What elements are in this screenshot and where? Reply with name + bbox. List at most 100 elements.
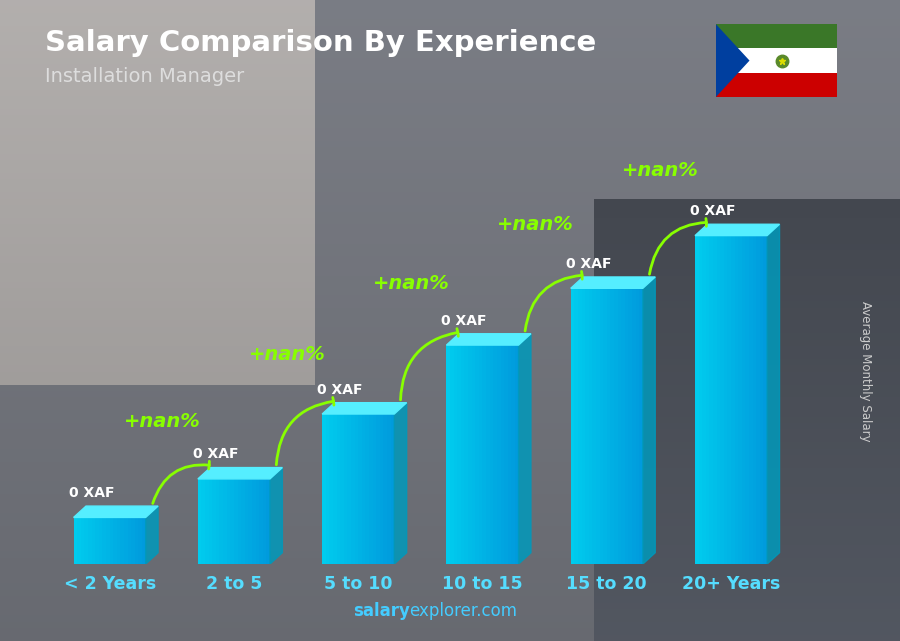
Bar bbox=[380, 414, 383, 564]
Bar bbox=[603, 288, 607, 564]
Bar bbox=[259, 479, 263, 564]
Bar bbox=[571, 288, 574, 564]
Bar bbox=[223, 479, 227, 564]
Bar bbox=[256, 479, 259, 564]
Bar bbox=[621, 288, 625, 564]
Bar bbox=[355, 414, 358, 564]
Bar bbox=[227, 479, 230, 564]
Bar bbox=[387, 414, 391, 564]
Bar bbox=[716, 48, 837, 73]
Bar bbox=[589, 288, 592, 564]
Bar bbox=[347, 414, 351, 564]
Bar bbox=[121, 517, 124, 564]
Bar bbox=[322, 414, 326, 564]
Bar bbox=[504, 345, 508, 564]
Bar bbox=[734, 236, 739, 564]
Bar bbox=[446, 345, 450, 564]
Polygon shape bbox=[643, 277, 655, 564]
Bar bbox=[574, 288, 578, 564]
Bar bbox=[702, 236, 706, 564]
Bar bbox=[113, 517, 117, 564]
Bar bbox=[490, 345, 493, 564]
Bar bbox=[585, 288, 589, 564]
Bar bbox=[99, 517, 103, 564]
Bar bbox=[482, 345, 486, 564]
Bar bbox=[625, 288, 628, 564]
Bar bbox=[454, 345, 457, 564]
Text: 0 XAF: 0 XAF bbox=[442, 313, 487, 328]
Bar bbox=[124, 517, 128, 564]
Bar bbox=[695, 236, 699, 564]
Bar bbox=[198, 479, 202, 564]
Bar bbox=[493, 345, 497, 564]
Polygon shape bbox=[446, 334, 531, 345]
Bar bbox=[376, 414, 380, 564]
Polygon shape bbox=[198, 467, 283, 479]
Bar bbox=[142, 517, 146, 564]
Text: +nan%: +nan% bbox=[124, 412, 201, 431]
Bar bbox=[95, 517, 99, 564]
Text: Installation Manager: Installation Manager bbox=[45, 67, 244, 87]
Bar bbox=[209, 479, 212, 564]
Text: 0 XAF: 0 XAF bbox=[68, 486, 114, 500]
Bar bbox=[344, 414, 347, 564]
Bar bbox=[329, 414, 333, 564]
Bar bbox=[92, 517, 95, 564]
Bar bbox=[383, 414, 387, 564]
Text: +nan%: +nan% bbox=[373, 274, 450, 293]
Bar bbox=[131, 517, 135, 564]
Bar bbox=[635, 288, 640, 564]
Text: +nan%: +nan% bbox=[497, 215, 574, 235]
Polygon shape bbox=[146, 506, 158, 564]
Bar bbox=[508, 345, 511, 564]
Text: +nan%: +nan% bbox=[248, 345, 326, 364]
Bar bbox=[749, 236, 753, 564]
Polygon shape bbox=[767, 224, 779, 564]
Bar bbox=[716, 236, 721, 564]
Bar bbox=[358, 414, 362, 564]
Bar bbox=[74, 517, 77, 564]
Bar bbox=[639, 288, 644, 564]
Bar bbox=[760, 236, 764, 564]
Polygon shape bbox=[322, 403, 407, 414]
Bar bbox=[362, 414, 365, 564]
Bar bbox=[724, 236, 728, 564]
Polygon shape bbox=[695, 224, 779, 236]
Bar bbox=[610, 288, 614, 564]
Polygon shape bbox=[518, 334, 531, 564]
Bar bbox=[216, 479, 220, 564]
Bar bbox=[763, 236, 768, 564]
Bar bbox=[337, 414, 340, 564]
Polygon shape bbox=[571, 277, 655, 288]
Bar bbox=[252, 479, 256, 564]
Bar bbox=[245, 479, 248, 564]
Text: 0 XAF: 0 XAF bbox=[566, 257, 611, 271]
Bar bbox=[731, 236, 735, 564]
Bar bbox=[241, 479, 245, 564]
Polygon shape bbox=[270, 467, 283, 564]
Bar bbox=[365, 414, 369, 564]
Bar bbox=[716, 24, 837, 48]
Bar bbox=[515, 345, 518, 564]
Bar bbox=[110, 517, 113, 564]
Bar bbox=[745, 236, 750, 564]
Bar bbox=[461, 345, 464, 564]
Bar bbox=[592, 288, 596, 564]
Bar bbox=[85, 517, 88, 564]
Bar bbox=[81, 517, 85, 564]
Bar bbox=[472, 345, 475, 564]
Polygon shape bbox=[74, 506, 158, 517]
Bar bbox=[632, 288, 636, 564]
Bar bbox=[220, 479, 223, 564]
Text: 0 XAF: 0 XAF bbox=[690, 204, 735, 218]
Bar bbox=[234, 479, 238, 564]
Bar bbox=[88, 517, 92, 564]
Bar bbox=[713, 236, 717, 564]
Bar bbox=[77, 517, 81, 564]
Bar bbox=[263, 479, 266, 564]
Bar bbox=[450, 345, 454, 564]
Text: 0 XAF: 0 XAF bbox=[193, 447, 238, 462]
Bar bbox=[475, 345, 479, 564]
Bar bbox=[457, 345, 461, 564]
Bar bbox=[238, 479, 241, 564]
